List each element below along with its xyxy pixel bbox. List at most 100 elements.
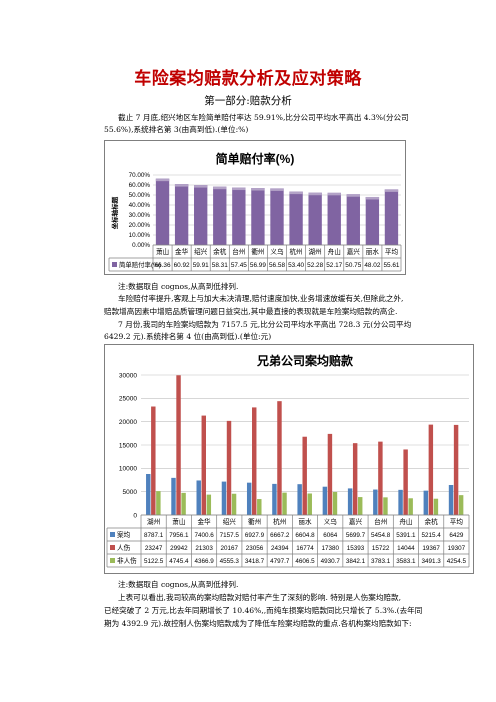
legend-swatch [110,532,115,537]
bar-top-highlight [174,184,189,187]
bar [155,178,170,245]
legend-label: 简单赔付率(%) [119,260,161,269]
data-label: 23247 [145,545,163,552]
bar-案均 [221,481,227,515]
bar-案均 [196,480,201,515]
data-label: 6064 [323,532,338,539]
x-tick-label: 义乌 [324,517,338,526]
x-tick-label: 杭州 [289,247,302,256]
data-label: 59.91 [193,262,209,269]
legend-label: 非人伤 [117,556,137,565]
bar-非人伤 [181,492,186,515]
data-label: 3491.3 [422,558,442,565]
bar-top-highlight [365,196,380,200]
y-tick-label: 30.00% [129,212,151,219]
data-label: 52.17 [326,262,342,269]
y-tick-label: 25000 [119,396,137,403]
bar-人伤 [378,441,383,515]
data-label: 20167 [221,545,239,552]
data-label: 6429 [449,532,464,539]
bar [270,188,284,245]
chart-title: 兄弟公司案均赔款 [256,353,354,368]
bar [289,191,303,245]
paragraph-1-line-2: 55.6%),系统排名第 3(由高到低).(单位:%) [104,125,249,134]
bar-人伤 [302,436,307,515]
x-tick-label: 绍兴 [223,517,237,526]
data-label: 7956.1 [169,532,189,539]
data-label: 56.99 [250,262,266,269]
bar-top-highlight [232,187,246,191]
paragraph-3-line-1: 7 月份,我司的车险案均赔款为 7157.5 元,比分公司平均水平高出 728.… [118,320,412,329]
y-tick-label: 30000 [119,372,137,379]
data-label: 4555.3 [220,558,240,565]
document-title: 车险案均赔款分析及应对策略 [134,69,362,89]
bar [346,194,360,245]
data-label: 52.28 [307,262,323,269]
bar-案均 [171,477,176,515]
legend-label: 人伤 [117,543,131,552]
x-tick-label: 余杭 [425,517,439,526]
x-tick-label: 嘉兴 [347,247,361,256]
y-tick-label: 0 [133,512,137,519]
data-label: 6604.8 [295,532,315,539]
data-label: 4366.9 [194,558,214,565]
bar-top-highlight [270,188,284,191]
data-label: 4930.7 [321,558,341,565]
bar-案均 [146,473,151,515]
bar-非人伤 [156,491,161,515]
x-tick-label: 绍兴 [194,247,208,256]
data-label: 56.58 [269,262,285,269]
bar-top-highlight [251,188,265,191]
data-label: 53.40 [288,262,304,269]
bar-top-highlight [384,189,399,192]
y-tick-label: 10000 [119,466,137,473]
data-label: 5215.4 [422,532,442,539]
data-label: 57.45 [231,262,247,269]
bar-案均 [423,490,429,515]
data-label: 4797.7 [270,558,290,565]
y-tick-label: 50.00% [129,192,151,199]
x-tick-label: 湖州 [309,247,322,256]
data-label: 66.36 [155,262,171,269]
bar-案均 [246,482,252,515]
legend-swatch [110,545,115,550]
bar-人伤 [352,443,358,515]
bar [327,192,341,245]
bar-top-highlight [346,194,360,197]
y-tick-label: 70.00% [129,172,151,179]
x-tick-label: 余杭 [213,247,227,256]
loss-ratio-chart-svg: 简单赔付率(%) 坐标轴标题 0.00% 10.00% 20.00% 30.00% 40.0… [108,151,402,272]
data-label: 3783.1 [371,558,391,565]
data-label: 14044 [397,545,415,552]
paragraph-2-line-1: 车险赔付率提升,客观上与加大未决清理,赔付速度加快,业务增速放缓有关,但除此之外… [118,294,404,303]
paragraph-4-line-3: 期为 4392.9 元).故控制人伤案均赔款成为了降低车险案均赔款的重点.各机构… [104,619,412,628]
bar-案均 [272,483,277,515]
average-claim-chart: 兄弟公司案均赔款 0 5000 10000 15000 20000 25000 30000 湖州… [104,344,474,574]
data-label: 15393 [347,545,365,552]
bar-top-highlight [327,192,341,196]
data-label: 17380 [321,545,339,552]
x-tick-label: 义乌 [270,247,284,256]
data-label: 55.61 [383,262,399,269]
data-label: 29942 [170,545,188,552]
bar [213,186,227,245]
bar-人伤 [201,415,206,515]
x-tick-label: 衢州 [248,517,261,526]
data-label: 7157.5 [220,532,240,539]
legend-swatch [110,558,115,563]
data-label: 5122.5 [144,558,164,565]
data-label: 19367 [422,545,440,552]
x-tick-label: 萧山 [156,247,169,256]
bar-案均 [322,486,328,515]
data-label: 4745.4 [169,558,189,565]
bar [194,185,208,245]
bar-人伤 [151,406,156,515]
paragraph-3-line-2: 6429.2 元).系统排名第 4 位(由高到低).(单位:元) [104,332,272,341]
y-tick-label: 60.00% [129,182,151,189]
bar-非人伤 [307,493,312,515]
bar-案均 [347,488,353,515]
bar-非人伤 [231,493,237,515]
loss-ratio-chart: 简单赔付率(%) 坐标轴标题 0.00% 10.00% 20.00% 30.00% 40.0… [104,140,406,275]
bar-top-highlight [289,191,303,195]
data-label: 50.75 [345,262,361,269]
